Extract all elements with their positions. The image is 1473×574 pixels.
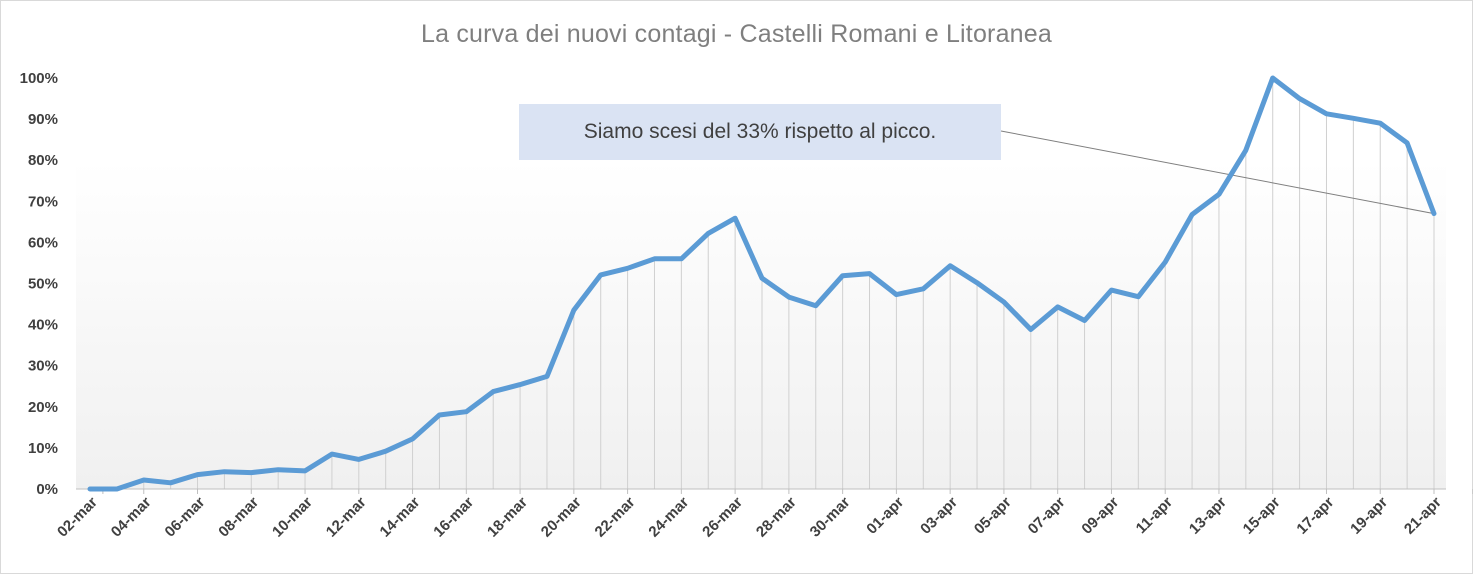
x-tick-label: 13-apr bbox=[1186, 494, 1230, 538]
x-tick-label: 02-mar bbox=[54, 494, 101, 541]
x-tick-label: 05-apr bbox=[971, 494, 1015, 538]
x-tick-label: 21-apr bbox=[1401, 494, 1445, 538]
x-tick-label: 07-apr bbox=[1025, 494, 1069, 538]
y-tick-label: 50% bbox=[28, 276, 58, 293]
y-tick-label: 100% bbox=[20, 70, 58, 87]
x-tick-label: 03-apr bbox=[917, 494, 961, 538]
y-tick-label: 0% bbox=[36, 481, 58, 498]
x-tick-label: 24-mar bbox=[645, 494, 692, 541]
y-tick-label: 60% bbox=[28, 234, 58, 251]
y-tick-label: 80% bbox=[28, 152, 58, 169]
x-tick-label: 12-mar bbox=[323, 494, 370, 541]
y-tick-label: 90% bbox=[28, 111, 58, 128]
callout-leader-line bbox=[1000, 130, 1435, 215]
x-tick-label: 04-mar bbox=[108, 494, 155, 541]
chart-title: La curva dei nuovi contagi - Castelli Ro… bbox=[421, 20, 1052, 48]
x-tick-label: 22-mar bbox=[592, 494, 639, 541]
drop-lines bbox=[143, 78, 1435, 489]
x-tick-label: 11-apr bbox=[1133, 494, 1176, 537]
x-tick-label: 20-mar bbox=[538, 494, 585, 541]
x-tick-label: 30-mar bbox=[807, 494, 854, 541]
x-tick-label: 09-apr bbox=[1078, 494, 1122, 538]
x-tick-label: 08-mar bbox=[215, 494, 262, 541]
y-axis: 0% 10% 20% 30% 40% 50% 60% 70% 80% 90% 100% bbox=[20, 70, 58, 498]
x-tick-label: 06-mar bbox=[162, 494, 209, 541]
x-tick-label: 26-mar bbox=[699, 494, 746, 541]
y-tick-label: 70% bbox=[28, 193, 58, 210]
x-tick-label: 19-apr bbox=[1347, 494, 1391, 538]
series-line bbox=[87, 75, 1437, 492]
y-tick-label: 20% bbox=[28, 399, 58, 416]
x-tick-label: 16-mar bbox=[430, 494, 477, 541]
x-axis: 02-mar 04-mar 06-mar 08-mar 10-mar 12-mar 14-m… bbox=[54, 488, 1473, 541]
x-tick-label: 01-apr bbox=[863, 494, 907, 538]
y-tick-label: 10% bbox=[28, 440, 58, 457]
x-tick-label: 14-mar bbox=[377, 494, 424, 541]
x-tick-label: 17-apr bbox=[1293, 494, 1337, 538]
x-tick-label: 10-mar bbox=[269, 494, 316, 541]
annotation-callout: Siamo scesi del 33% rispetto al picco. bbox=[519, 104, 1001, 160]
y-tick-label: 30% bbox=[28, 358, 58, 375]
x-tick-label: 28-mar bbox=[753, 494, 800, 541]
x-tick-label: 15-apr bbox=[1240, 494, 1284, 538]
x-tick-label: 18-mar bbox=[484, 494, 531, 541]
y-tick-label: 40% bbox=[28, 317, 58, 334]
